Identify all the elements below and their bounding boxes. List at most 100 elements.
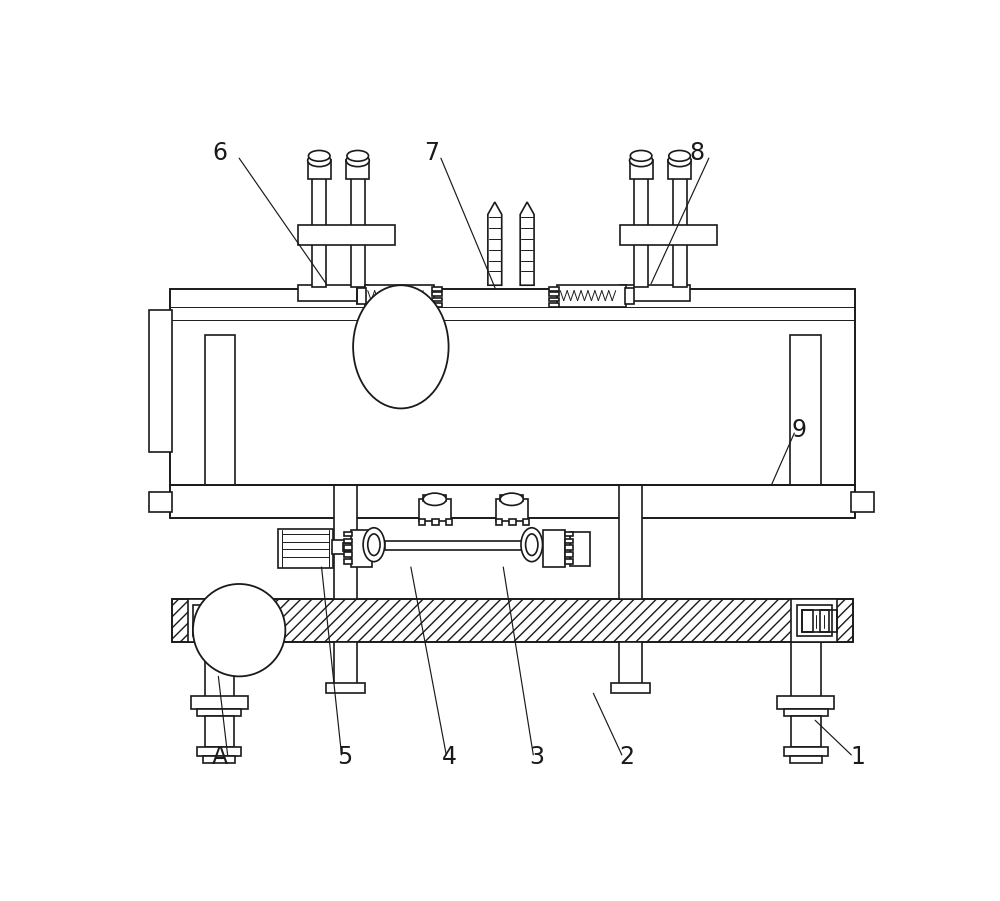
Polygon shape bbox=[520, 202, 534, 286]
Bar bbox=[205, 642, 234, 697]
Bar bbox=[419, 499, 451, 521]
Bar bbox=[557, 286, 626, 306]
Bar bbox=[197, 709, 241, 716]
Ellipse shape bbox=[347, 150, 369, 161]
Bar bbox=[432, 287, 442, 291]
Bar bbox=[611, 683, 650, 693]
Bar bbox=[191, 696, 248, 709]
Ellipse shape bbox=[308, 150, 330, 161]
Text: 6: 6 bbox=[212, 141, 227, 165]
Bar bbox=[565, 532, 573, 536]
Bar bbox=[625, 288, 634, 304]
Bar bbox=[188, 599, 234, 642]
Bar bbox=[346, 160, 369, 179]
Bar bbox=[851, 492, 874, 512]
Bar bbox=[549, 287, 559, 291]
Ellipse shape bbox=[526, 534, 538, 556]
Bar bbox=[790, 335, 820, 486]
Bar bbox=[334, 642, 357, 684]
Bar bbox=[357, 288, 366, 304]
Bar bbox=[673, 177, 687, 287]
Bar bbox=[668, 160, 691, 179]
Bar bbox=[205, 716, 234, 747]
Bar bbox=[619, 486, 642, 599]
Bar bbox=[326, 683, 365, 693]
Bar bbox=[149, 310, 172, 452]
Bar bbox=[565, 552, 573, 557]
Bar bbox=[432, 292, 442, 296]
Ellipse shape bbox=[346, 154, 369, 167]
Bar bbox=[172, 599, 853, 642]
Ellipse shape bbox=[353, 286, 449, 408]
Bar bbox=[344, 532, 352, 536]
Bar bbox=[446, 519, 452, 525]
Bar bbox=[198, 610, 209, 632]
Bar bbox=[298, 225, 395, 245]
Bar bbox=[565, 560, 573, 564]
Bar bbox=[351, 530, 372, 567]
Bar bbox=[523, 519, 529, 525]
Text: 7: 7 bbox=[424, 141, 439, 165]
Ellipse shape bbox=[630, 150, 652, 161]
Bar bbox=[802, 610, 813, 632]
Bar bbox=[791, 642, 820, 697]
Text: 5: 5 bbox=[337, 745, 352, 769]
Ellipse shape bbox=[308, 154, 331, 167]
Bar bbox=[570, 532, 590, 566]
Bar bbox=[619, 642, 642, 684]
Bar bbox=[423, 495, 446, 501]
Ellipse shape bbox=[368, 534, 380, 556]
Text: A: A bbox=[212, 745, 228, 769]
Bar bbox=[216, 610, 225, 632]
Bar bbox=[419, 519, 425, 525]
Bar bbox=[205, 335, 235, 486]
Bar bbox=[797, 605, 832, 635]
Bar bbox=[820, 610, 829, 632]
Bar bbox=[149, 492, 172, 512]
Text: 4: 4 bbox=[442, 745, 457, 769]
Bar bbox=[312, 177, 326, 287]
Bar bbox=[197, 747, 241, 757]
Bar bbox=[543, 530, 565, 567]
Ellipse shape bbox=[668, 154, 691, 167]
Bar bbox=[565, 545, 573, 551]
Bar bbox=[496, 499, 528, 521]
Ellipse shape bbox=[363, 528, 385, 561]
Bar bbox=[549, 292, 559, 296]
Text: 3: 3 bbox=[530, 745, 545, 769]
Bar bbox=[565, 539, 573, 543]
Bar bbox=[365, 286, 434, 306]
Bar bbox=[500, 495, 523, 501]
Bar bbox=[170, 289, 855, 486]
Bar bbox=[170, 289, 855, 486]
Bar bbox=[784, 709, 828, 716]
Bar bbox=[170, 486, 855, 518]
Bar bbox=[549, 303, 559, 306]
Bar bbox=[777, 696, 834, 709]
Bar bbox=[630, 160, 653, 179]
Bar bbox=[298, 286, 368, 301]
Bar bbox=[549, 297, 559, 302]
Bar bbox=[343, 543, 352, 551]
Bar bbox=[334, 486, 357, 599]
Bar bbox=[620, 225, 717, 245]
Polygon shape bbox=[488, 202, 502, 286]
Bar bbox=[332, 540, 345, 554]
Bar bbox=[791, 716, 820, 747]
Bar bbox=[432, 303, 442, 306]
Bar bbox=[351, 177, 365, 287]
Bar bbox=[308, 160, 331, 179]
Bar bbox=[344, 560, 352, 564]
Text: 2: 2 bbox=[619, 745, 634, 769]
Bar bbox=[344, 539, 352, 543]
Bar bbox=[432, 519, 439, 525]
Bar bbox=[509, 519, 516, 525]
Ellipse shape bbox=[423, 493, 446, 505]
Bar bbox=[278, 529, 333, 568]
Bar bbox=[496, 519, 502, 525]
Text: 8: 8 bbox=[690, 141, 705, 165]
Bar bbox=[172, 599, 853, 642]
Ellipse shape bbox=[500, 493, 523, 505]
Bar bbox=[620, 286, 690, 301]
Circle shape bbox=[193, 584, 285, 677]
